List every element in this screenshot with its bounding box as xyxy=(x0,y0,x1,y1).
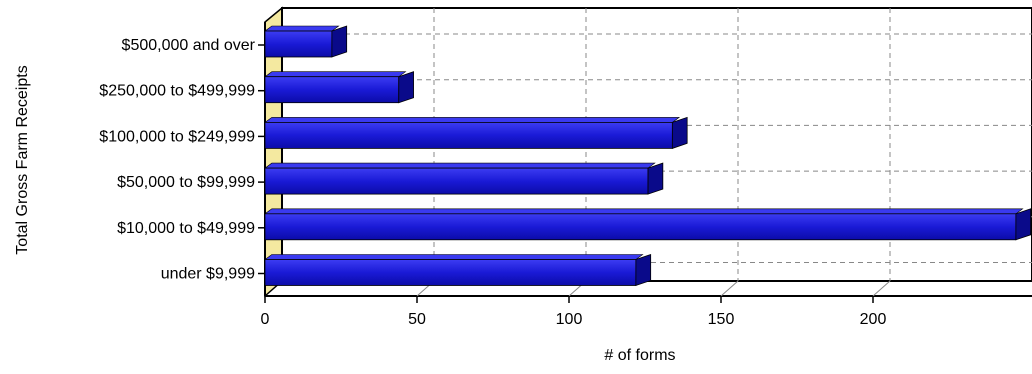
bar-side xyxy=(671,116,688,149)
bar-top xyxy=(264,117,681,123)
bar-side xyxy=(398,71,414,104)
bar-front xyxy=(264,122,673,149)
bar-front xyxy=(264,167,649,195)
x-tick-label: 50 xyxy=(408,311,426,328)
x-tick-label: 150 xyxy=(708,311,735,328)
bar-side xyxy=(1015,208,1032,241)
bar-top xyxy=(264,254,644,260)
bar-front xyxy=(264,259,637,286)
bar xyxy=(264,71,414,104)
bar-side xyxy=(331,25,348,58)
x-tick-label: 100 xyxy=(556,311,583,328)
bar-front xyxy=(264,76,400,104)
plot-area xyxy=(264,6,1032,298)
x-tick-label: 200 xyxy=(860,311,887,328)
y-axis-title: Total Gross Farm Receipts xyxy=(14,65,31,254)
bar-top xyxy=(264,71,407,77)
x-tick-label: 0 xyxy=(261,311,270,328)
bar xyxy=(264,25,348,58)
bar-side xyxy=(647,162,664,195)
bar-top xyxy=(264,162,656,169)
bar-top xyxy=(264,208,1024,215)
category-label: $250,000 to $499,999 xyxy=(99,83,255,100)
bar xyxy=(264,162,664,195)
gridline-floor xyxy=(720,280,739,297)
bar-top xyxy=(264,25,340,32)
bar-side xyxy=(635,253,652,287)
bar xyxy=(264,253,652,287)
gridline-floor xyxy=(872,280,891,297)
bar-front xyxy=(264,30,333,58)
category-label: $500,000 and over xyxy=(122,37,256,54)
bar-front xyxy=(264,213,1017,241)
category-label: $10,000 to $49,999 xyxy=(117,220,255,237)
bar xyxy=(264,208,1032,241)
x-axis-title: # of forms xyxy=(604,347,675,364)
bar xyxy=(264,116,688,149)
category-label: $100,000 to $249,999 xyxy=(99,128,255,145)
category-label: $50,000 to $99,999 xyxy=(117,174,255,191)
category-label: under $9,999 xyxy=(161,266,255,283)
